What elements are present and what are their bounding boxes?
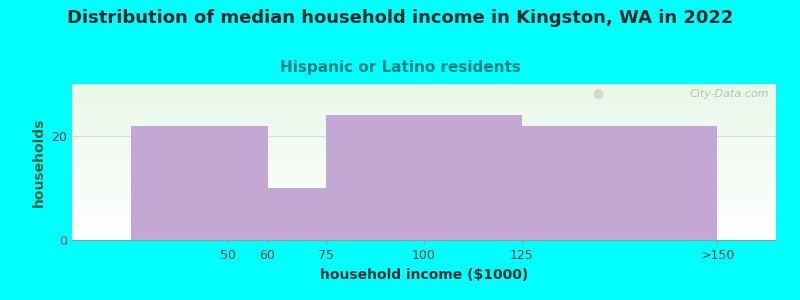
Text: ⬤: ⬤ xyxy=(593,89,604,99)
Bar xyxy=(267,188,326,240)
Text: City-Data.com: City-Data.com xyxy=(690,89,769,99)
Text: Hispanic or Latino residents: Hispanic or Latino residents xyxy=(279,60,521,75)
Bar xyxy=(522,126,718,240)
Bar xyxy=(326,115,522,240)
Text: Distribution of median household income in Kingston, WA in 2022: Distribution of median household income … xyxy=(67,9,733,27)
X-axis label: household income ($1000): household income ($1000) xyxy=(320,268,528,282)
Y-axis label: households: households xyxy=(32,117,46,207)
Bar xyxy=(130,126,267,240)
